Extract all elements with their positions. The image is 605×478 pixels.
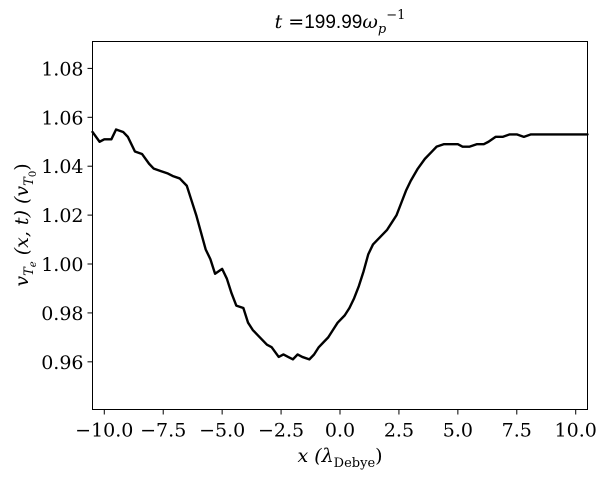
x-tick-label: −7.5 (140, 420, 186, 442)
y-tick-label: 1.06 (41, 107, 83, 129)
title-value: 199.99 (304, 12, 362, 33)
y-tick-label: 1.08 (41, 58, 83, 80)
x-tick-label: 5.0 (443, 420, 473, 442)
y-tick-label: 1.00 (41, 254, 83, 276)
y-axis-label: vTe (x, t) (vT0) (11, 163, 39, 286)
ylabel-part1-subsub: e (28, 261, 39, 267)
y-tick-label: 0.96 (41, 352, 83, 374)
ylabel-part2: (x, t) (v (11, 186, 33, 262)
svg-text:x (λDebye): x (λDebye) (297, 445, 382, 471)
title-prefix: t = (275, 11, 305, 33)
xlabel-main: x (λ (297, 445, 333, 467)
y-tick-label: 1.02 (41, 205, 83, 227)
y-tick-label: 0.98 (41, 303, 83, 325)
ylabel-part2-subsub: 0 (28, 171, 39, 177)
x-tick-label: −10.0 (75, 420, 133, 442)
ylabel-part2-sub: T (22, 176, 37, 186)
chart-title: t =199.99ωp−1 (275, 8, 406, 37)
x-tick-label: −2.5 (258, 420, 304, 442)
svg-text:t =199.99ωp−1: t =199.99ωp−1 (275, 8, 406, 37)
plot-frame (92, 41, 588, 410)
y-tick-label: 1.04 (41, 156, 83, 178)
ylabel-part1-sub: T (22, 266, 37, 276)
x-tick-label: −5.0 (199, 420, 245, 442)
title-unit-base: ω (362, 11, 378, 33)
x-tick-label: 10.0 (555, 420, 597, 442)
x-axis-ticks: −10.0 −7.5 −5.0 −2.5 0.0 2.5 5.0 7.5 10.0 (75, 409, 597, 442)
data-line (91, 128, 589, 361)
x-axis-label: x (λDebye) (297, 445, 382, 471)
svg-text:vTe (x, t) (vT0): vTe (x, t) (vT0) (11, 163, 39, 286)
ylabel-part1: v (11, 276, 33, 287)
title-unit-sup: −1 (386, 8, 405, 23)
xlabel-close: ) (375, 445, 382, 467)
ylabel-close: ) (11, 163, 33, 170)
title-unit-sub: p (378, 22, 387, 37)
x-tick-label: 2.5 (384, 420, 414, 442)
y-axis-ticks: 0.96 0.98 1.00 1.02 1.04 1.06 1.08 (41, 58, 93, 374)
x-tick-label: 7.5 (502, 420, 532, 442)
xlabel-sub: Debye (334, 456, 376, 471)
x-tick-label: 0.0 (325, 420, 355, 442)
